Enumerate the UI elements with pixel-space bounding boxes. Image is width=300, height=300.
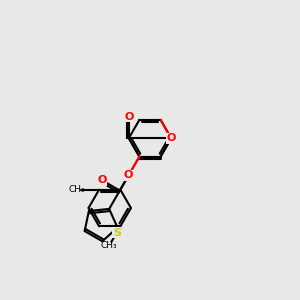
Text: CH₃: CH₃ — [101, 241, 117, 250]
Text: S: S — [113, 228, 121, 238]
Text: CH₃: CH₃ — [68, 185, 85, 194]
Text: O: O — [124, 170, 133, 180]
Text: O: O — [98, 175, 107, 185]
Text: O: O — [124, 112, 134, 122]
Text: O: O — [124, 170, 134, 180]
Text: O: O — [167, 133, 176, 143]
